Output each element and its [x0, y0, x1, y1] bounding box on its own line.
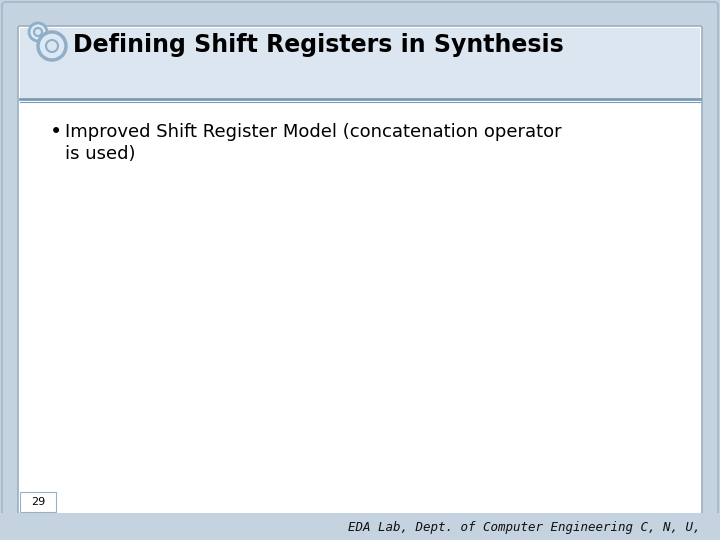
Bar: [0, 513, 720, 540]
Circle shape: [46, 40, 58, 52]
Circle shape: [34, 28, 42, 36]
Text: •: •: [50, 122, 62, 142]
Bar: [20, 492, 56, 512]
Circle shape: [38, 32, 66, 60]
Circle shape: [29, 23, 47, 41]
Text: 29: 29: [31, 497, 45, 507]
Bar: [20, 28, 700, 98]
Text: EDA Lab, Dept. of Computer Engineering C, N, U,: EDA Lab, Dept. of Computer Engineering C…: [348, 521, 700, 534]
Text: Improved Shift Register Model (concatenation operator: Improved Shift Register Model (concatena…: [65, 123, 562, 141]
Text: Defining Shift Registers in Synthesis: Defining Shift Registers in Synthesis: [73, 33, 564, 57]
FancyBboxPatch shape: [18, 26, 702, 514]
Text: is used): is used): [65, 145, 135, 163]
